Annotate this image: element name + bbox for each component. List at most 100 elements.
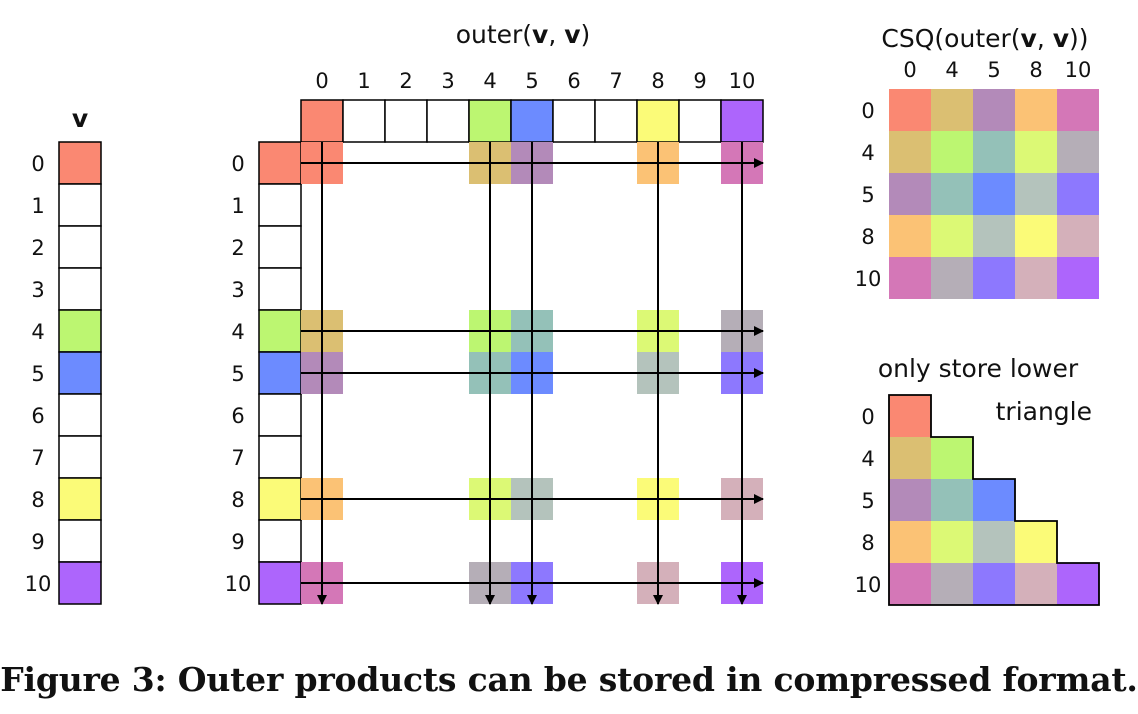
outer-left-vector-cell [258, 309, 302, 353]
vector-cell [58, 351, 102, 395]
csq-cell [1057, 215, 1099, 257]
csq-col-label: 5 [987, 58, 1000, 82]
vector-index-label: 9 [31, 530, 44, 554]
outer-col-label: 3 [441, 69, 454, 93]
triangle-cell [1015, 521, 1057, 563]
csq-row-label: 4 [861, 141, 874, 165]
outer-col-label: 6 [567, 69, 580, 93]
triangle-cell [889, 479, 931, 521]
csq-title-var1: v [1021, 24, 1037, 53]
triangle-row-label: 10 [855, 573, 882, 597]
outer-row-label: 10 [225, 572, 252, 596]
vector-title: v [72, 104, 88, 133]
csq-cell [889, 173, 931, 215]
outer-top-vector-cell [720, 99, 764, 143]
csq-cell [889, 89, 931, 131]
triangle-title-line1: only store lower [878, 354, 1079, 383]
triangle-title-line2: triangle [996, 397, 1092, 426]
outer-row-label: 4 [231, 320, 244, 344]
outer-title-var1: v [532, 20, 548, 49]
vector-cell [58, 519, 102, 563]
csq-cell [973, 215, 1015, 257]
outer-left-vector-cell [258, 351, 302, 395]
vector-cell [58, 141, 102, 185]
csq-cell [1015, 215, 1057, 257]
triangle-row-label: 5 [861, 489, 874, 513]
vector-cell [58, 477, 102, 521]
outer-col-label: 4 [483, 69, 496, 93]
csq-row-label: 10 [855, 267, 882, 291]
csq-title-suffix: )) [1069, 24, 1089, 53]
triangle-outline [888, 394, 1100, 606]
outer-top-vector-cell [342, 99, 386, 143]
triangle-cell [889, 521, 931, 563]
outer-row-label: 3 [231, 278, 244, 302]
outer-col-label: 1 [357, 69, 370, 93]
outer-top-vector-cell [510, 99, 554, 143]
csq-cell [1057, 173, 1099, 215]
triangle-cell [889, 395, 931, 437]
csq-col-label: 10 [1065, 58, 1092, 82]
outer-col-label: 5 [525, 69, 538, 93]
outer-left-vector-cell [258, 435, 302, 479]
outer-row-label: 1 [231, 194, 244, 218]
outer-top-vector-cell [678, 99, 722, 143]
triangle-cell [931, 521, 973, 563]
triangle-cell [889, 437, 931, 479]
vector-index-label: 2 [31, 236, 44, 260]
csq-cell [931, 257, 973, 299]
outer-top-vector-cell [426, 99, 470, 143]
outer-left-vector-cell [258, 183, 302, 227]
vector-cell [58, 267, 102, 311]
outer-left-vector-cell [258, 477, 302, 521]
outer-left-vector-cell [258, 267, 302, 311]
vector-index-label: 0 [31, 152, 44, 176]
outer-left-vector-cell [258, 393, 302, 437]
outer-row-label: 6 [231, 404, 244, 428]
triangle-cell [931, 479, 973, 521]
outer-left-vector-cell [258, 141, 302, 185]
vector-index-label: 1 [31, 194, 44, 218]
csq-cell [889, 257, 931, 299]
csq-cell [931, 173, 973, 215]
outer-title-var2: v [564, 20, 580, 49]
triangle-cell [931, 563, 973, 605]
csq-cell [889, 131, 931, 173]
csq-cell [973, 257, 1015, 299]
vector-index-label: 10 [25, 572, 52, 596]
vector-cell [58, 225, 102, 269]
csq-cell [1057, 257, 1099, 299]
csq-row-label: 5 [861, 183, 874, 207]
csq-cell [1015, 257, 1057, 299]
outer-top-vector-cell [300, 99, 344, 143]
outer-col-label: 9 [693, 69, 706, 93]
outer-left-vector-cell [258, 225, 302, 269]
csq-cell [931, 131, 973, 173]
csq-matrix: 0 0 4 4 5 5 8 8 10 10 [855, 58, 1099, 299]
lower-triangle-matrix: 0 4 5 8 10 [855, 394, 1100, 606]
csq-title-var2: v [1053, 24, 1069, 53]
csq-cell [1015, 173, 1057, 215]
csq-title-sep: , [1037, 24, 1053, 53]
outer-col-label: 0 [315, 69, 328, 93]
vector-index-label: 8 [31, 488, 44, 512]
csq-cell [1057, 131, 1099, 173]
triangle-cell [1015, 563, 1057, 605]
csq-title-prefix: CSQ(outer( [881, 24, 1020, 53]
csq-col-label: 8 [1029, 58, 1042, 82]
vector-v: 0 1 2 3 4 5 6 7 8 9 10 [25, 141, 102, 605]
figure-caption: Figure 3: Outer products can be stored i… [0, 660, 1138, 699]
outer-top-vector-cell [636, 99, 680, 143]
outer-col-label: 8 [651, 69, 664, 93]
outer-row-label: 9 [231, 530, 244, 554]
outer-col-label: 7 [609, 69, 622, 93]
csq-cell [931, 89, 973, 131]
csq-cell [1057, 89, 1099, 131]
csq-cell [889, 215, 931, 257]
outer-col-label: 2 [399, 69, 412, 93]
vector-index-label: 5 [31, 362, 44, 386]
outer-row-label: 5 [231, 362, 244, 386]
csq-cell [973, 173, 1015, 215]
csq-col-label: 4 [945, 58, 958, 82]
